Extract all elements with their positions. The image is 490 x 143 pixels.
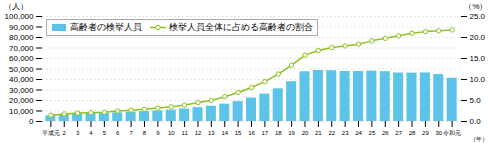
svg-text:40,000: 40,000 — [9, 75, 34, 84]
html-text:高齢者の検挙人員: 高齢者の検挙人員 — [70, 22, 142, 32]
svg-text:20.0: 20.0 — [470, 33, 486, 42]
svg-text:0: 0 — [29, 117, 34, 126]
svg-text:5.0: 5.0 — [470, 96, 482, 105]
svg-text:30: 30 — [435, 130, 442, 136]
html-text:検挙人員全体に占める高齢者の割合: 検挙人員全体に占める高齢者の割合 — [169, 22, 313, 32]
svg-text:27: 27 — [395, 130, 402, 136]
svg-text:28: 28 — [409, 130, 416, 136]
svg-text:7: 7 — [129, 130, 133, 136]
svg-text:30,000: 30,000 — [9, 86, 34, 95]
svg-text:15.0: 15.0 — [470, 54, 486, 63]
svg-text:9: 9 — [156, 130, 160, 136]
svg-text:令和元: 令和元 — [443, 130, 461, 136]
svg-text:13: 13 — [208, 130, 215, 136]
svg-text:4: 4 — [89, 130, 93, 136]
svg-text:23: 23 — [342, 130, 349, 136]
svg-text:50,000: 50,000 — [9, 65, 34, 74]
svg-text:60,000: 60,000 — [9, 54, 34, 63]
svg-text:平成元: 平成元 — [42, 130, 60, 136]
svg-text:90,000: 90,000 — [9, 23, 34, 32]
svg-text:15: 15 — [235, 130, 242, 136]
svg-text:12: 12 — [195, 130, 202, 136]
svg-text:80,000: 80,000 — [9, 33, 34, 42]
svg-text:100,000: 100,000 — [5, 12, 34, 21]
svg-text:29: 29 — [422, 130, 429, 136]
svg-text:70,000: 70,000 — [9, 44, 34, 53]
svg-text:5: 5 — [103, 130, 107, 136]
svg-text:（年）: （年） — [470, 136, 488, 143]
svg-text:0.0: 0.0 — [470, 117, 482, 126]
svg-text:8: 8 — [143, 130, 147, 136]
svg-text:10,000: 10,000 — [9, 107, 34, 116]
svg-text:14: 14 — [221, 130, 228, 136]
svg-text:25.0: 25.0 — [470, 12, 486, 21]
svg-text:22: 22 — [328, 130, 335, 136]
svg-text:17: 17 — [262, 130, 269, 136]
svg-text:3: 3 — [76, 130, 80, 136]
svg-text:20,000: 20,000 — [9, 96, 34, 105]
svg-text:19: 19 — [288, 130, 295, 136]
svg-text:25: 25 — [369, 130, 376, 136]
svg-text:21: 21 — [315, 130, 322, 136]
svg-text:10: 10 — [168, 130, 175, 136]
svg-text:11: 11 — [182, 130, 189, 136]
svg-text:16: 16 — [248, 130, 255, 136]
svg-text:2: 2 — [63, 130, 67, 136]
svg-text:10.0: 10.0 — [470, 75, 486, 84]
svg-text:18: 18 — [275, 130, 282, 136]
svg-text:6: 6 — [116, 130, 120, 136]
svg-text:20: 20 — [302, 130, 309, 136]
svg-text:26: 26 — [382, 130, 389, 136]
svg-text:（%）: （%） — [464, 2, 487, 11]
svg-text:（人）: （人） — [4, 2, 28, 11]
svg-text:24: 24 — [355, 130, 362, 136]
